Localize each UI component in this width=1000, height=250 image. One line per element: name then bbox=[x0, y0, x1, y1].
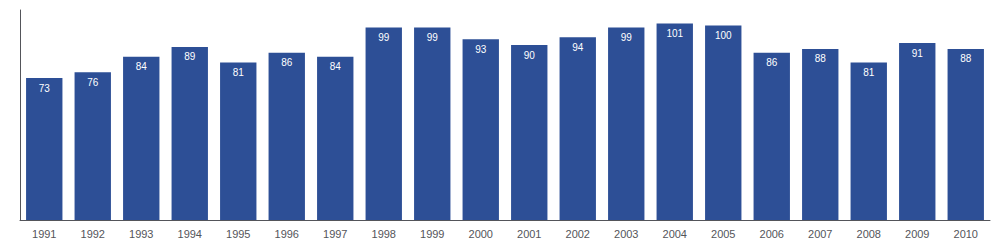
svg-text:99: 99 bbox=[621, 32, 633, 43]
svg-text:1994: 1994 bbox=[178, 228, 202, 240]
svg-text:1996: 1996 bbox=[275, 228, 299, 240]
svg-text:99: 99 bbox=[378, 32, 390, 43]
svg-text:1999: 1999 bbox=[420, 228, 444, 240]
svg-text:81: 81 bbox=[233, 67, 245, 78]
svg-text:1998: 1998 bbox=[372, 228, 396, 240]
svg-text:1991: 1991 bbox=[32, 228, 56, 240]
svg-text:86: 86 bbox=[281, 57, 293, 68]
svg-text:2001: 2001 bbox=[517, 228, 541, 240]
svg-text:2010: 2010 bbox=[954, 228, 978, 240]
svg-text:2004: 2004 bbox=[663, 228, 687, 240]
svg-text:84: 84 bbox=[330, 61, 342, 72]
svg-text:2007: 2007 bbox=[808, 228, 832, 240]
svg-text:90: 90 bbox=[524, 50, 536, 61]
svg-text:2008: 2008 bbox=[857, 228, 881, 240]
svg-text:76: 76 bbox=[87, 77, 99, 88]
svg-text:88: 88 bbox=[815, 53, 827, 64]
svg-text:81: 81 bbox=[863, 67, 875, 78]
svg-text:91: 91 bbox=[912, 48, 924, 59]
svg-text:86: 86 bbox=[766, 57, 778, 68]
svg-text:88: 88 bbox=[960, 53, 972, 64]
svg-text:84: 84 bbox=[136, 61, 148, 72]
svg-text:93: 93 bbox=[475, 44, 487, 55]
svg-text:101: 101 bbox=[666, 28, 683, 39]
svg-text:2009: 2009 bbox=[905, 228, 929, 240]
svg-text:1997: 1997 bbox=[323, 228, 347, 240]
svg-text:89: 89 bbox=[184, 51, 196, 62]
svg-text:2003: 2003 bbox=[614, 228, 638, 240]
svg-text:1992: 1992 bbox=[81, 228, 105, 240]
svg-text:2006: 2006 bbox=[760, 228, 784, 240]
svg-text:99: 99 bbox=[427, 32, 439, 43]
svg-text:2000: 2000 bbox=[469, 228, 493, 240]
svg-text:73: 73 bbox=[39, 83, 51, 94]
svg-text:2005: 2005 bbox=[711, 228, 735, 240]
svg-text:94: 94 bbox=[572, 42, 584, 53]
svg-text:1995: 1995 bbox=[226, 228, 250, 240]
svg-text:1993: 1993 bbox=[129, 228, 153, 240]
svg-text:100: 100 bbox=[715, 30, 732, 41]
svg-text:2002: 2002 bbox=[566, 228, 590, 240]
